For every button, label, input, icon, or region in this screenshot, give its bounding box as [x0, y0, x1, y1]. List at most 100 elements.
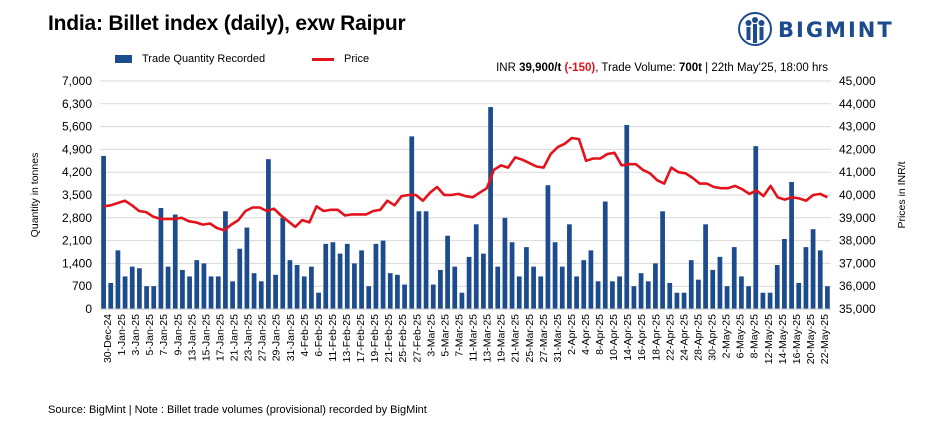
quantity-bar: [237, 248, 243, 309]
quantity-bar: [660, 211, 665, 309]
quantity-bar: [122, 276, 128, 309]
quantity-bar: [524, 247, 529, 309]
x-tick-label: 23-Jan-25: [243, 314, 255, 361]
quantity-bar: [731, 247, 737, 309]
y-tick-label: 4,200: [62, 165, 92, 179]
y2-tick-label: 41,000: [839, 165, 876, 179]
x-tick-label: 6-Feb-25: [313, 314, 325, 357]
legend-label-quantity: Trade Quantity Recorded: [142, 53, 266, 65]
x-tick-label: 27-Mar-25: [538, 314, 550, 363]
legend-line-swatch: [312, 57, 334, 61]
quantity-bar: [574, 276, 579, 309]
quantity-bar: [516, 276, 522, 309]
y-tick-label: 4,900: [62, 142, 92, 156]
quantity-bar: [180, 269, 185, 309]
x-tick-label: 14-May-25: [777, 314, 789, 364]
quantity-bar: [423, 211, 429, 309]
quantity-bar: [251, 273, 257, 309]
quantity-bar: [810, 229, 816, 309]
x-tick-label: 17-Jan-25: [215, 314, 227, 361]
quantity-bar: [215, 276, 221, 309]
y-tick-label: 2,800: [62, 211, 92, 225]
quantity-bar: [273, 274, 278, 309]
y-tick-label: 2,100: [62, 234, 92, 248]
quantity-bar: [803, 247, 809, 309]
quantity-bar: [438, 269, 443, 309]
quantity-bar: [746, 286, 751, 309]
y-tick-label: 0: [85, 302, 92, 316]
quantity-bar: [144, 286, 149, 309]
x-tick-label: 7-Mar-25: [454, 314, 466, 357]
y2-tick-label: 37,000: [839, 256, 876, 270]
y-axis-label: Quantity in tonnes: [29, 153, 41, 238]
quantity-bar: [366, 286, 372, 309]
legend-bar-swatch: [115, 55, 132, 63]
quantity-bar: [703, 224, 708, 309]
quantity-bar: [201, 263, 207, 309]
price-change: (-150): [564, 62, 596, 74]
quantity-bar: [208, 276, 214, 309]
quantity-bar: [767, 292, 773, 309]
y2-tick-label: 36,000: [839, 279, 876, 293]
x-tick-label: 4-Apr-25: [580, 314, 592, 355]
x-tick-label: 21-Jan-25: [229, 314, 241, 361]
quantity-bar: [774, 265, 780, 309]
quantity-bar: [667, 282, 673, 309]
quantity-bar: [280, 217, 286, 309]
x-tick-label: 20-May-25: [805, 314, 817, 364]
x-tick-label: 6-May-25: [735, 314, 747, 359]
quantity-bar: [559, 266, 565, 309]
y2-axis-label: Prices in INR/t: [896, 161, 908, 228]
x-tick-label: 22-May-25: [819, 314, 831, 364]
bigmint-logo-icon: [738, 12, 772, 46]
quantity-bar: [172, 214, 178, 309]
y-tick-label: 6,300: [62, 97, 92, 111]
x-tick-label: 2-Apr-25: [566, 314, 578, 355]
x-tick-label: 25-Mar-25: [524, 314, 536, 363]
quantity-bar: [681, 292, 687, 309]
y-tick-label: 700: [72, 279, 92, 293]
legend-item-price: Price: [312, 53, 369, 65]
quantity-bar: [724, 286, 730, 309]
y2-tick-label: 35,000: [839, 302, 876, 316]
x-tick-label: 22-Apr-25: [664, 314, 676, 361]
quantity-bar: [488, 107, 493, 309]
quantity-bar: [301, 276, 307, 309]
x-tick-label: 13-Jan-25: [186, 314, 198, 361]
x-tick-label: 12-May-25: [763, 314, 775, 364]
x-tick-label: 14-Apr-25: [622, 314, 634, 361]
quantity-bar: [717, 256, 723, 309]
current-price: 39,900/t: [519, 62, 562, 74]
quantity-bar: [567, 224, 572, 309]
quantity-bar: [710, 269, 716, 309]
quantity-bar: [158, 208, 164, 309]
price-prefix: INR: [496, 62, 520, 74]
quantity-bar: [782, 238, 787, 309]
quantity-bar: [129, 266, 135, 309]
quantity-bar: [151, 286, 157, 309]
quantity-bar: [266, 159, 271, 309]
quantity-bar: [545, 185, 551, 309]
x-tick-label: 24-Apr-25: [678, 314, 690, 361]
quantity-bar: [466, 256, 472, 309]
quantity-bar: [101, 155, 106, 309]
y-tick-label: 7,000: [62, 74, 92, 88]
source-note: Source: BigMint | Note : Billet trade vo…: [48, 404, 427, 416]
x-tick-label: 1-Jan-25: [116, 314, 128, 356]
legend-item-quantity: Trade Quantity Recorded: [115, 53, 265, 65]
quantity-bar: [344, 243, 350, 309]
quantity-bar: [445, 235, 450, 309]
bigmint-logo: BIGMINT: [738, 10, 903, 50]
x-tick-label: 5-Mar-25: [439, 314, 451, 357]
quantity-bar: [638, 273, 644, 309]
quantity-bar: [760, 292, 766, 309]
x-tick-label: 3-Mar-25: [425, 314, 437, 357]
x-tick-label: 21-Feb-25: [383, 314, 395, 363]
volume-label: , Trade Volume:: [595, 62, 679, 74]
x-tick-label: 4-Feb-25: [299, 314, 311, 357]
quantity-bar: [294, 265, 300, 309]
quantity-bar: [817, 250, 823, 309]
quantity-bar: [337, 253, 343, 309]
x-tick-label: 18-Apr-25: [650, 314, 662, 361]
x-tick-label: 25-Feb-25: [397, 314, 409, 363]
